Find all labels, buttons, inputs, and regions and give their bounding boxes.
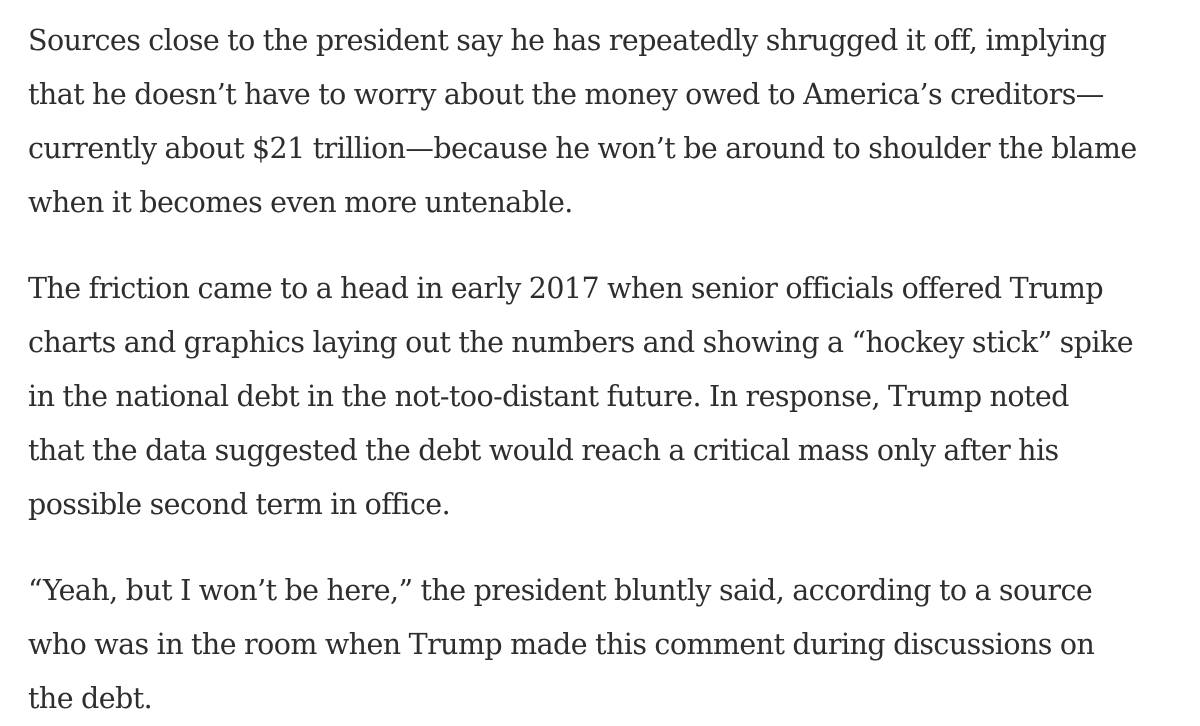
text-line: The friction came to a head in early 201…: [28, 272, 1104, 305]
text-line: when it becomes even more untenable.: [28, 186, 573, 219]
text-line: in the national debt in the not-too-dist…: [28, 380, 1069, 413]
text-line: who was in the room when Trump made this…: [28, 628, 1095, 661]
paragraph-2: The friction came to a head in early 201…: [28, 262, 1188, 532]
text-line: currently about $21 trillion—because he …: [28, 132, 1137, 165]
text-line: that the data suggested the debt would r…: [28, 434, 1059, 467]
text-line: possible second term in office.: [28, 488, 451, 521]
text-line: charts and graphics laying out the numbe…: [28, 326, 1134, 359]
text-line: that he doesn’t have to worry about the …: [28, 78, 1104, 111]
article-body: Sources close to the president say he ha…: [28, 14, 1188, 726]
text-line: the debt.: [28, 682, 153, 715]
paragraph-3: “Yeah, but I won’t be here,” the preside…: [28, 564, 1188, 726]
text-line: “Yeah, but I won’t be here,” the preside…: [28, 574, 1093, 607]
text-line: Sources close to the president say he ha…: [28, 24, 1107, 57]
paragraph-1: Sources close to the president say he ha…: [28, 14, 1188, 230]
